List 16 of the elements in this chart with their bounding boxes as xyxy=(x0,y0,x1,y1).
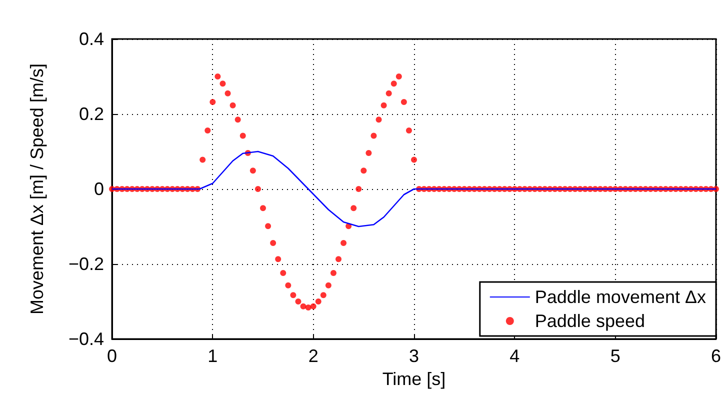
x-tick-label: 3 xyxy=(408,346,420,366)
x-tick-label: 4 xyxy=(510,346,520,366)
x-tick-label: 0 xyxy=(106,346,118,366)
legend-label: Paddle speed xyxy=(534,311,645,331)
x-axis-title: Time [s] xyxy=(382,368,446,389)
y-tick-label: −0.4 xyxy=(68,329,104,349)
legend-label: Paddle movement Δx xyxy=(534,287,706,307)
x-tick-label: 5 xyxy=(610,346,620,366)
x-tick-label: 6 xyxy=(710,346,721,366)
y-axis-title: Movement Δx [m] / Speed [m/s] xyxy=(27,63,47,315)
y-tick-label: 0.4 xyxy=(78,29,104,49)
x-tick-label: 1 xyxy=(208,346,218,366)
x-tick-label: 2 xyxy=(308,346,318,366)
y-tick-label: 0.2 xyxy=(78,104,104,124)
y-tick-label: −0.2 xyxy=(68,254,104,274)
y-tick-label: 0 xyxy=(94,179,104,199)
